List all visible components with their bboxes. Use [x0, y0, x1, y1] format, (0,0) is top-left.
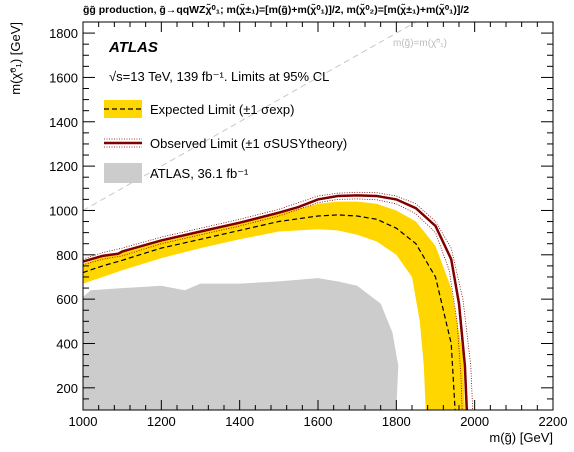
x-axis-title: m(g̃) [GeV] [489, 430, 553, 445]
chart-title: g̃g̃ production, g̃→qqWZχ̃⁰₁; m(χ̃±₁)=[m… [83, 3, 469, 16]
energy-text: √s=13 TeV, 139 fb⁻¹. Limits at 95% CL [109, 69, 329, 84]
atlas-label: ATLAS [108, 39, 158, 56]
x-tick-label: 1800 [382, 414, 411, 429]
legend-label-expected: Expected Limit (±1 σexp) [150, 102, 295, 117]
observed-minus-theory-line [83, 198, 463, 410]
y-tick-label: 1200 [49, 159, 78, 174]
observed-plus-theory-line [83, 191, 474, 410]
diagonal-label: m(g̃)=m(χ̃⁰₁) [393, 38, 447, 49]
legend: Expected Limit (±1 σexp) Observed Limit … [104, 100, 347, 183]
expected-band [83, 201, 465, 410]
observed-limit-line [83, 194, 469, 410]
legend-swatch-previous [104, 163, 142, 183]
y-tick-label: 1400 [49, 115, 78, 130]
x-tick-label: 1600 [304, 414, 333, 429]
legend-label-observed: Observed Limit (±1 σSUSYtheory) [150, 136, 347, 151]
x-tick-label: 1400 [225, 414, 254, 429]
x-tick-label: 2000 [460, 414, 489, 429]
y-axis-title: m(χ̃⁰₁) [GeV] [8, 22, 23, 95]
x-axis: 1000 1200 1400 1600 1800 2000 2200 [69, 22, 568, 429]
legend-entry-expected: Expected Limit (±1 σexp) [104, 100, 295, 118]
y-tick-label: 400 [56, 336, 78, 351]
y-tick-label: 600 [56, 292, 78, 307]
x-tick-label: 1200 [147, 414, 176, 429]
legend-entry-previous: ATLAS, 36.1 fb⁻¹ [104, 163, 249, 183]
y-tick-label: 1800 [49, 26, 78, 41]
x-tick-label: 2200 [539, 414, 568, 429]
y-axis: 200 400 600 800 1000 1200 1400 1600 1800 [49, 26, 553, 400]
atlas-36-area [83, 278, 399, 410]
y-tick-label: 200 [56, 381, 78, 396]
y-tick-label: 1600 [49, 70, 78, 85]
x-tick-label: 1000 [69, 414, 98, 429]
expected-limit-line [83, 214, 456, 410]
legend-label-previous: ATLAS, 36.1 fb⁻¹ [150, 166, 249, 181]
y-tick-label: 1000 [49, 203, 78, 218]
y-tick-label: 800 [56, 248, 78, 263]
legend-entry-observed: Observed Limit (±1 σSUSYtheory) [104, 136, 347, 151]
